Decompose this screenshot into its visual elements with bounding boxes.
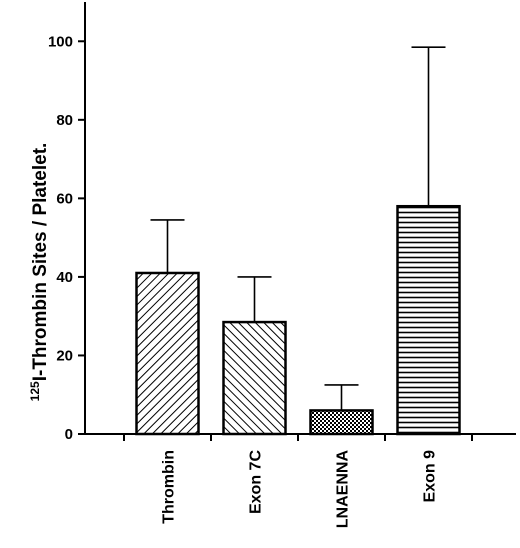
y-tick-label: 20 <box>56 347 73 364</box>
y-tick-label: 40 <box>56 269 73 286</box>
y-tick-label: 60 <box>56 190 73 207</box>
error-bars <box>150 46 446 411</box>
bar-lnaenna <box>309 409 374 436</box>
category-label: Thrombin <box>161 450 178 524</box>
y-axis: 0 20 40 60 80 100 <box>48 2 86 443</box>
category-label: Exon 7C <box>248 450 265 514</box>
bar-thrombin <box>135 271 200 436</box>
y-tick-label: 100 <box>48 33 73 50</box>
bars <box>135 204 461 436</box>
y-tick-label: 80 <box>56 112 73 129</box>
y-axis-label: 125I-Thrombin Sites / Platelet. <box>28 143 51 402</box>
bar-exon-7c <box>222 320 287 436</box>
category-label: Exon 9 <box>422 450 439 503</box>
y-axis-label-superscript: 125 <box>28 381 42 401</box>
y-axis-label-main: I-Thrombin Sites / Platelet. <box>30 143 51 382</box>
category-labels: Thrombin Exon 7C LNAENNA Exon 9 <box>161 450 439 529</box>
y-tick-label: 0 <box>65 426 73 443</box>
category-label: LNAENNA <box>335 450 352 529</box>
bar-exon-9 <box>396 204 461 436</box>
